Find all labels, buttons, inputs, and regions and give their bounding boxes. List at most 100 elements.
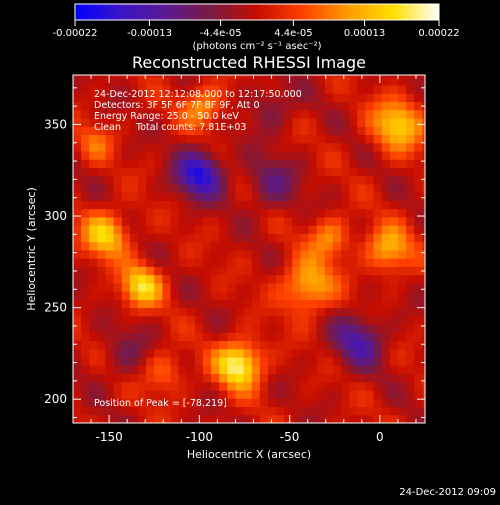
heatmap-cell	[81, 233, 90, 243]
heatmap-cell	[81, 381, 90, 391]
heatmap-cell	[113, 414, 123, 423]
heatmap-cell	[97, 406, 106, 416]
heatmap-cell	[381, 167, 391, 177]
heatmap-cell	[357, 159, 366, 168]
heatmap-cell	[243, 93, 253, 103]
heatmap-cell	[406, 357, 415, 366]
heatmap-cell	[251, 225, 261, 234]
heatmap-cell	[276, 118, 285, 127]
heatmap-cell	[170, 348, 180, 358]
heatmap-cell	[227, 200, 236, 210]
heatmap-cell	[365, 183, 375, 193]
heatmap-cell	[219, 134, 228, 144]
heatmap-cell	[422, 159, 425, 168]
heatmap-cell	[300, 307, 310, 317]
heatmap-cell	[202, 208, 212, 218]
heatmap-cell	[219, 414, 228, 423]
heatmap-cell	[146, 76, 155, 86]
heatmap-cell	[308, 307, 318, 317]
heatmap-cell	[81, 406, 90, 416]
heatmap-cell	[146, 183, 155, 193]
heatmap-cell	[219, 249, 228, 259]
heatmap-cell	[89, 373, 98, 383]
heatmap-cell	[211, 200, 220, 210]
heatmap-cell	[105, 76, 115, 86]
heatmap-cell	[389, 307, 399, 317]
heatmap-cell	[422, 241, 425, 251]
heatmap-cell	[211, 390, 220, 399]
heatmap-cell	[357, 332, 366, 342]
heatmap-cell	[129, 282, 139, 292]
heatmap-cell	[397, 315, 407, 325]
heatmap-cell	[284, 299, 293, 309]
heatmap-cell	[422, 324, 425, 333]
heatmap-cell	[129, 175, 139, 185]
heatmap-cell	[373, 134, 383, 144]
heatmap-cell	[406, 225, 415, 234]
heatmap-cell	[89, 192, 98, 201]
heatmap-cell	[202, 241, 212, 251]
heatmap-cell	[243, 282, 253, 292]
heatmap-cell	[316, 324, 326, 333]
heatmap-cell	[300, 299, 310, 309]
heatmap-cell	[389, 167, 399, 177]
heatmap-cell	[137, 357, 147, 366]
heatmap-cell	[251, 307, 261, 317]
heatmap-cell	[308, 340, 318, 350]
heatmap-cell	[324, 126, 334, 136]
heatmap-cell	[406, 118, 415, 127]
heatmap-cell	[422, 307, 425, 317]
heatmap-cell	[170, 109, 180, 119]
heatmap-cell	[97, 151, 106, 160]
heatmap-cell	[365, 340, 375, 350]
heatmap-cell	[81, 390, 90, 399]
heatmap-cell	[162, 373, 171, 383]
heatmap-cell	[202, 324, 212, 333]
heatmap-cell	[357, 307, 366, 317]
heatmap-cell	[373, 390, 383, 399]
heatmap-cell	[373, 192, 383, 201]
heatmap-cell	[276, 75, 285, 78]
heatmap-cell	[146, 357, 155, 366]
heatmap-cell	[146, 75, 155, 78]
heatmap-cell	[316, 101, 326, 111]
heatmap-cell	[276, 200, 285, 210]
heatmap-cell	[186, 291, 196, 300]
colorbar-tick-label: 0.00013	[344, 28, 385, 39]
heatmap-cell	[422, 142, 425, 152]
heatmap-cell	[162, 233, 171, 243]
heatmap-cell	[397, 406, 407, 416]
heatmap-cell	[349, 76, 358, 86]
heatmap-cell	[137, 151, 147, 160]
heatmap-cell	[332, 249, 342, 259]
heatmap-cell	[105, 274, 115, 284]
heatmap-cell	[186, 183, 196, 193]
heatmap-cell	[267, 167, 277, 177]
heatmap-cell	[267, 216, 277, 226]
heatmap-cell	[113, 118, 123, 127]
heatmap-cell	[162, 406, 171, 416]
heatmap-cell	[284, 291, 293, 300]
heatmap-cell	[267, 142, 277, 152]
heatmap-cell	[146, 381, 155, 391]
heatmap-cell	[292, 101, 301, 111]
heatmap-cell	[235, 109, 245, 119]
heatmap-cell	[251, 357, 261, 366]
heatmap-cell	[389, 175, 399, 185]
heatmap-cell	[105, 241, 115, 251]
heatmap-cell	[308, 76, 318, 86]
heatmap-cell	[243, 390, 253, 399]
heatmap-cell	[397, 109, 407, 119]
heatmap-cell	[276, 348, 285, 358]
heatmap-cell	[194, 183, 204, 193]
heatmap-cell	[162, 414, 171, 423]
heatmap-cell	[89, 142, 98, 152]
heatmap-cell	[227, 118, 236, 127]
heatmap-cell	[251, 373, 261, 383]
heatmap-cell	[373, 406, 383, 416]
heatmap-cell	[324, 332, 334, 342]
heatmap-cell	[292, 274, 301, 284]
heatmap-cell	[308, 93, 318, 103]
heatmap-cell	[341, 200, 350, 210]
heatmap-cell	[227, 85, 236, 94]
